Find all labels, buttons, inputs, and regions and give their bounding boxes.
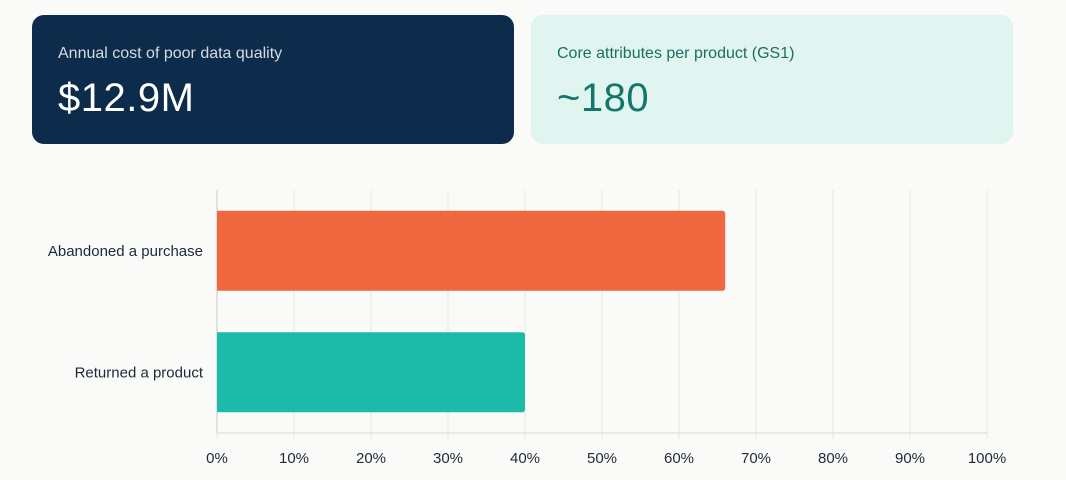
- bar: [217, 332, 525, 413]
- stat-value: ~180: [557, 76, 650, 120]
- bar-chart: 0% 10% 20% 30% 40% 50% 60% 70% 80% 90% 100% Abandon…: [48, 190, 1006, 467]
- x-tick-label: 50%: [587, 450, 617, 467]
- x-tick-label: 100%: [968, 450, 1006, 467]
- x-tick-label: 80%: [818, 450, 848, 467]
- x-tick-label: 10%: [279, 450, 309, 467]
- stat-label: Annual cost of poor data quality: [58, 45, 283, 62]
- stat-card-data-quality-cost: Annual cost of poor data quality $12.9M: [32, 15, 514, 144]
- category-label: Returned a product: [75, 364, 204, 381]
- stat-card-core-attributes: Core attributes per product (GS1) ~180: [531, 15, 1013, 144]
- x-tick-label: 0%: [206, 450, 228, 467]
- stat-value: $12.9M: [58, 76, 195, 120]
- x-tick-label: 20%: [356, 450, 386, 467]
- x-tick-label: 40%: [510, 450, 540, 467]
- bar: [217, 210, 726, 291]
- x-tick-label: 30%: [433, 450, 463, 467]
- stat-label: Core attributes per product (GS1): [557, 45, 795, 62]
- x-tick-label: 70%: [741, 450, 771, 467]
- category-label: Abandoned a purchase: [48, 243, 203, 260]
- x-tick-label: 60%: [664, 450, 694, 467]
- x-tick-label: 90%: [895, 450, 925, 467]
